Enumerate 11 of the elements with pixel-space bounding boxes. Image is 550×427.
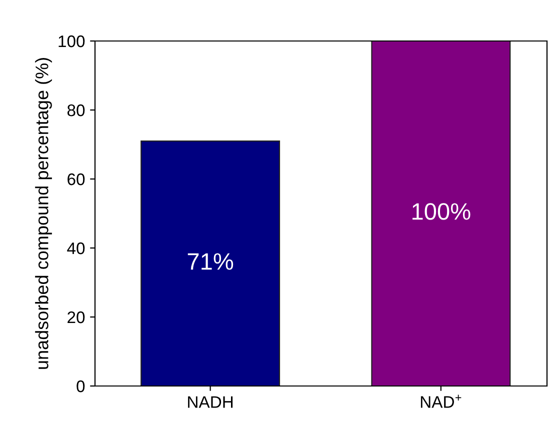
y-axis-title: unadsorbed compound percentage (%) xyxy=(35,58,52,369)
y-tick-label: 80 xyxy=(67,104,85,116)
y-tick-label: 60 xyxy=(68,173,85,186)
y-tick-label: 0 xyxy=(76,380,85,392)
y-tick-label: 40 xyxy=(67,242,85,254)
y-tick-label: 20 xyxy=(68,311,85,324)
data-label: 100% xyxy=(412,203,470,220)
x-tick-label: NAD$^{+}$ xyxy=(420,394,462,408)
y-tick-label: 100 xyxy=(58,35,85,48)
x-tick-label: NADH xyxy=(188,396,233,408)
data-label: 71% xyxy=(188,253,234,270)
